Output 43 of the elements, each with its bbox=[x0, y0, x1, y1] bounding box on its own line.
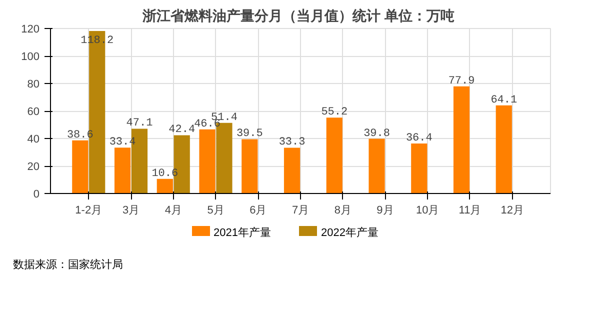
bar bbox=[284, 148, 300, 194]
chart-title: 浙江省燃料油产量分月（当月值）统计 单位：万吨 bbox=[142, 8, 454, 24]
bar bbox=[453, 86, 470, 194]
x-tick-label: 11月 bbox=[458, 204, 482, 216]
data-label: 77.9 bbox=[448, 75, 475, 88]
y-tick-label: 40 bbox=[27, 134, 40, 146]
bar bbox=[326, 118, 342, 194]
y-tick-label: 80 bbox=[27, 78, 40, 90]
y-tick-label: 0 bbox=[33, 188, 40, 200]
x-tick-label: 10月 bbox=[416, 204, 440, 216]
data-label: 39.5 bbox=[236, 128, 263, 140]
bar bbox=[411, 143, 428, 194]
source-note: 数据来源：国家统计局 bbox=[12, 258, 123, 272]
x-tick-label: 7月 bbox=[292, 204, 310, 216]
bar bbox=[496, 105, 512, 194]
data-label: 42.4 bbox=[168, 124, 196, 136]
data-label: 39.8 bbox=[364, 128, 390, 140]
data-label: 64.1 bbox=[490, 94, 518, 106]
bar bbox=[242, 139, 258, 194]
x-tick-label: 1-2月 bbox=[75, 204, 102, 216]
legend-label: 2021年产量 bbox=[212, 226, 271, 240]
y-tick-label: 100 bbox=[21, 51, 40, 63]
x-tick-label: 3月 bbox=[122, 204, 140, 216]
bar bbox=[199, 129, 216, 194]
y-tick-label: 20 bbox=[27, 161, 40, 173]
legend-label: 2022年产量 bbox=[320, 226, 378, 240]
bar bbox=[368, 138, 385, 194]
data-label: 118.2 bbox=[80, 34, 114, 47]
x-tick-label: 9月 bbox=[376, 204, 394, 216]
bar bbox=[72, 140, 88, 194]
x-tick-label: 8月 bbox=[334, 204, 352, 216]
data-label: 36.4 bbox=[406, 132, 433, 144]
x-tick-label: 6月 bbox=[250, 204, 267, 216]
y-tick-label: 120 bbox=[21, 24, 40, 36]
data-label: 47.1 bbox=[126, 118, 154, 130]
x-tick-label: 5月 bbox=[207, 204, 224, 216]
data-label: 55.2 bbox=[321, 106, 348, 119]
bar bbox=[114, 148, 131, 194]
bar bbox=[156, 178, 173, 194]
data-label: 33.3 bbox=[278, 136, 306, 149]
x-tick-label: 4月 bbox=[164, 204, 182, 216]
y-tick-label: 60 bbox=[27, 106, 40, 118]
x-tick-label: 12月 bbox=[500, 204, 524, 216]
